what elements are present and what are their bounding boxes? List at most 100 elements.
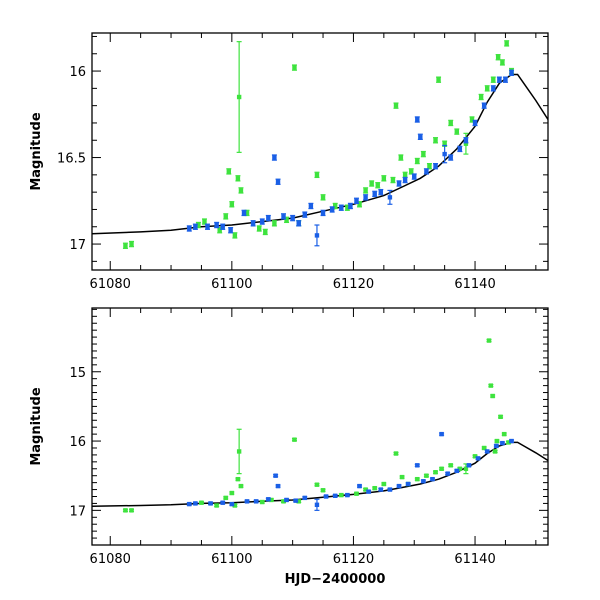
green-data-point (235, 476, 241, 482)
blue-data-point (260, 219, 265, 224)
blue-data-point (396, 181, 402, 186)
plot-data (92, 40, 548, 249)
green-data-point (498, 414, 503, 419)
blue-data-point (187, 501, 192, 507)
green-data-point (457, 466, 463, 471)
green-data-point (354, 491, 359, 496)
blue-data-point (244, 499, 250, 504)
x-tick-label: 61080 (90, 277, 131, 292)
green-data-point (381, 176, 387, 181)
x-tick-label: 61140 (454, 277, 495, 292)
green-data-point (235, 176, 241, 181)
blue-data-point (284, 497, 289, 503)
green-data-point (214, 503, 219, 508)
green-data-point (415, 158, 420, 164)
green-data-point (314, 172, 320, 178)
blue-data-point (229, 501, 235, 507)
blue-data-point (354, 198, 359, 204)
blue-data-point (348, 203, 353, 209)
green-data-point (129, 508, 134, 513)
blue-data-point (253, 499, 259, 504)
green-data-point (232, 233, 238, 238)
green-data-point (463, 466, 469, 471)
blue-data-point (412, 174, 417, 179)
blue-data-point (402, 177, 408, 183)
green-data-point (292, 437, 297, 442)
blue-data-point (363, 195, 368, 200)
green-data-point (320, 195, 326, 200)
blue-data-point (405, 481, 411, 487)
blue-data-point (302, 212, 307, 217)
blue-data-point (281, 214, 286, 219)
green-data-point (492, 449, 498, 454)
green-data-point (333, 203, 338, 209)
blue-data-point (497, 77, 502, 82)
green-data-point (196, 222, 201, 228)
plot-data (92, 338, 548, 513)
green-data-point (238, 483, 244, 489)
green-data-point (488, 383, 494, 388)
green-data-point (448, 120, 453, 126)
blue-data-point (481, 103, 487, 108)
green-data-point (123, 243, 128, 248)
green-data-point (284, 217, 289, 223)
green-data-point (421, 151, 426, 157)
green-data-point (490, 393, 495, 399)
green-data-point (292, 65, 297, 70)
green-data-point (363, 188, 368, 193)
blue-data-point (494, 443, 499, 449)
blue-data-point (241, 210, 247, 216)
green-data-point (372, 485, 377, 491)
green-data-point (236, 94, 242, 100)
blue-data-point (193, 501, 198, 506)
green-data-point (281, 499, 286, 504)
green-data-point (402, 172, 408, 178)
blue-data-point (296, 221, 301, 226)
blue-data-point (314, 233, 320, 238)
blue-data-point (228, 228, 233, 233)
y-axis-label: Magnitude (29, 112, 44, 191)
y-tick-label: 16 (69, 435, 86, 450)
blue-data-point (475, 456, 481, 461)
green-data-point (260, 499, 265, 505)
blue-data-point (509, 438, 514, 444)
blue-data-point (320, 210, 326, 216)
green-data-point (409, 169, 414, 174)
blue-data-point (323, 494, 329, 499)
green-data-point (436, 77, 441, 82)
blue-data-point (214, 222, 219, 228)
green-data-point (481, 445, 487, 451)
y-tick-label: 17 (69, 504, 86, 519)
green-data-point (223, 214, 228, 219)
blue-data-point (457, 146, 463, 152)
green-data-point (448, 463, 453, 468)
green-data-point (433, 470, 438, 475)
green-data-point (257, 226, 262, 231)
green-data-point (269, 497, 274, 503)
green-data-point (357, 202, 362, 207)
x-tick-label: 61100 (211, 552, 252, 567)
green-data-point (415, 476, 420, 482)
green-data-point (494, 438, 500, 444)
blue-data-point (308, 203, 314, 209)
blue-data-point (491, 86, 496, 91)
blue-data-point (378, 189, 383, 195)
plot-frame (91, 307, 549, 546)
blue-data-point (333, 493, 338, 498)
green-data-point (226, 169, 231, 174)
blue-data-point (500, 440, 505, 446)
blue-data-point (424, 169, 429, 174)
green-data-point (500, 60, 505, 65)
y-tick-label: 16.5 (57, 152, 86, 167)
green-data-point (296, 499, 301, 504)
blue-data-point (357, 483, 362, 489)
blue-data-point (503, 77, 508, 82)
green-data-point (454, 129, 459, 134)
green-data-point (506, 440, 511, 445)
blue-data-point (378, 487, 383, 492)
green-data-point (320, 488, 326, 493)
green-data-point (244, 210, 250, 216)
green-data-point (199, 500, 204, 505)
green-data-point (363, 487, 368, 492)
blue-data-point (293, 498, 298, 503)
